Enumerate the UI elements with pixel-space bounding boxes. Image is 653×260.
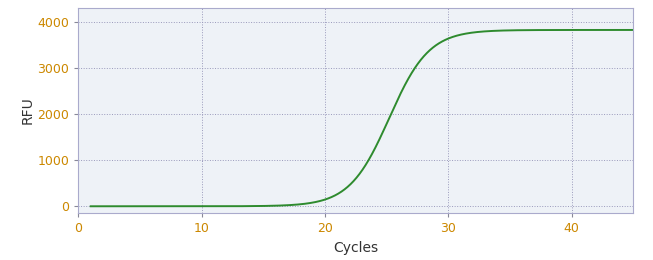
Y-axis label: RFU: RFU <box>21 97 35 124</box>
X-axis label: Cycles: Cycles <box>333 241 379 255</box>
